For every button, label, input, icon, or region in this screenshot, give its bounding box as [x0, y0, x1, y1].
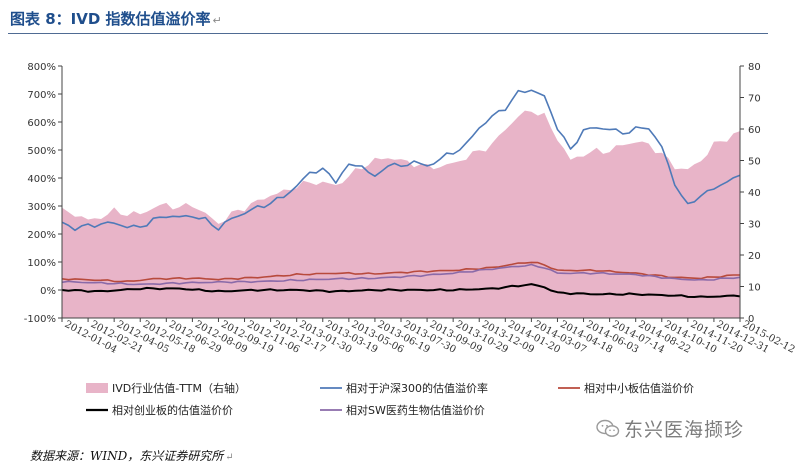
y-left-tick-label: 300% — [27, 202, 56, 213]
y-right-tick-label: 10 — [748, 283, 761, 294]
y-right-tick-label: 60 — [748, 125, 761, 136]
y-left-tick-label: 800% — [27, 62, 56, 73]
series-area-ivd-ttm — [62, 110, 740, 318]
series-line-2 — [61, 261, 740, 283]
y-left-tick-label: 700% — [27, 90, 56, 101]
y-left-tick-label: 0% — [40, 286, 56, 297]
return-mark: ↵ — [212, 14, 222, 27]
y-right-tick-label: 80 — [748, 62, 761, 73]
page-title: 图表 8：IVD 指数估值溢价率 ↵ — [10, 8, 222, 29]
y-right-tick-label: 40 — [748, 188, 761, 199]
y-left-tick-label: 200% — [27, 230, 56, 241]
y-right-tick-label: 50 — [748, 157, 761, 168]
data-source: 数据来源：WIND，东兴证券研究所 ↵ — [30, 447, 234, 464]
y-right-tick-label: 0 — [748, 314, 754, 325]
y-left-tick-label: 400% — [27, 174, 56, 185]
title-divider — [8, 33, 768, 34]
legend-swatch — [86, 383, 108, 393]
source-return-mark: ↵ — [225, 452, 234, 463]
series-line-3 — [61, 283, 741, 298]
legend-label: 相对于沪深300的估值溢价率 — [346, 381, 488, 395]
legend-label: IVD行业估值-TTM（右轴） — [112, 381, 246, 395]
y-left-tick-label: -100% — [24, 314, 56, 325]
source-text: 数据来源：WIND，东兴证券研究所 — [30, 449, 224, 463]
y-right-tick-label: 20 — [748, 251, 761, 262]
y-right-tick-label: 30 — [748, 220, 761, 231]
y-left-tick-label: 500% — [27, 146, 56, 157]
series-line-4 — [61, 263, 741, 286]
watermark-text: 东兴医海撷珍 — [624, 419, 745, 441]
y-left-tick-label: 100% — [27, 258, 56, 269]
legend-label: 相对创业板的估值溢价价 — [112, 403, 233, 417]
legend-label: 相对SW医药生物估值溢价价 — [346, 403, 485, 417]
legend-label: 相对中小板估值溢价价 — [584, 381, 694, 395]
y-right-tick-label: 70 — [748, 94, 761, 105]
title-text: 图表 8：IVD 指数估值溢价率 — [10, 10, 211, 28]
wechat-icon — [596, 419, 620, 437]
y-left-tick-label: 600% — [27, 118, 56, 129]
series-line-1 — [61, 89, 741, 232]
watermark: 东兴医海撷珍 — [596, 415, 744, 442]
